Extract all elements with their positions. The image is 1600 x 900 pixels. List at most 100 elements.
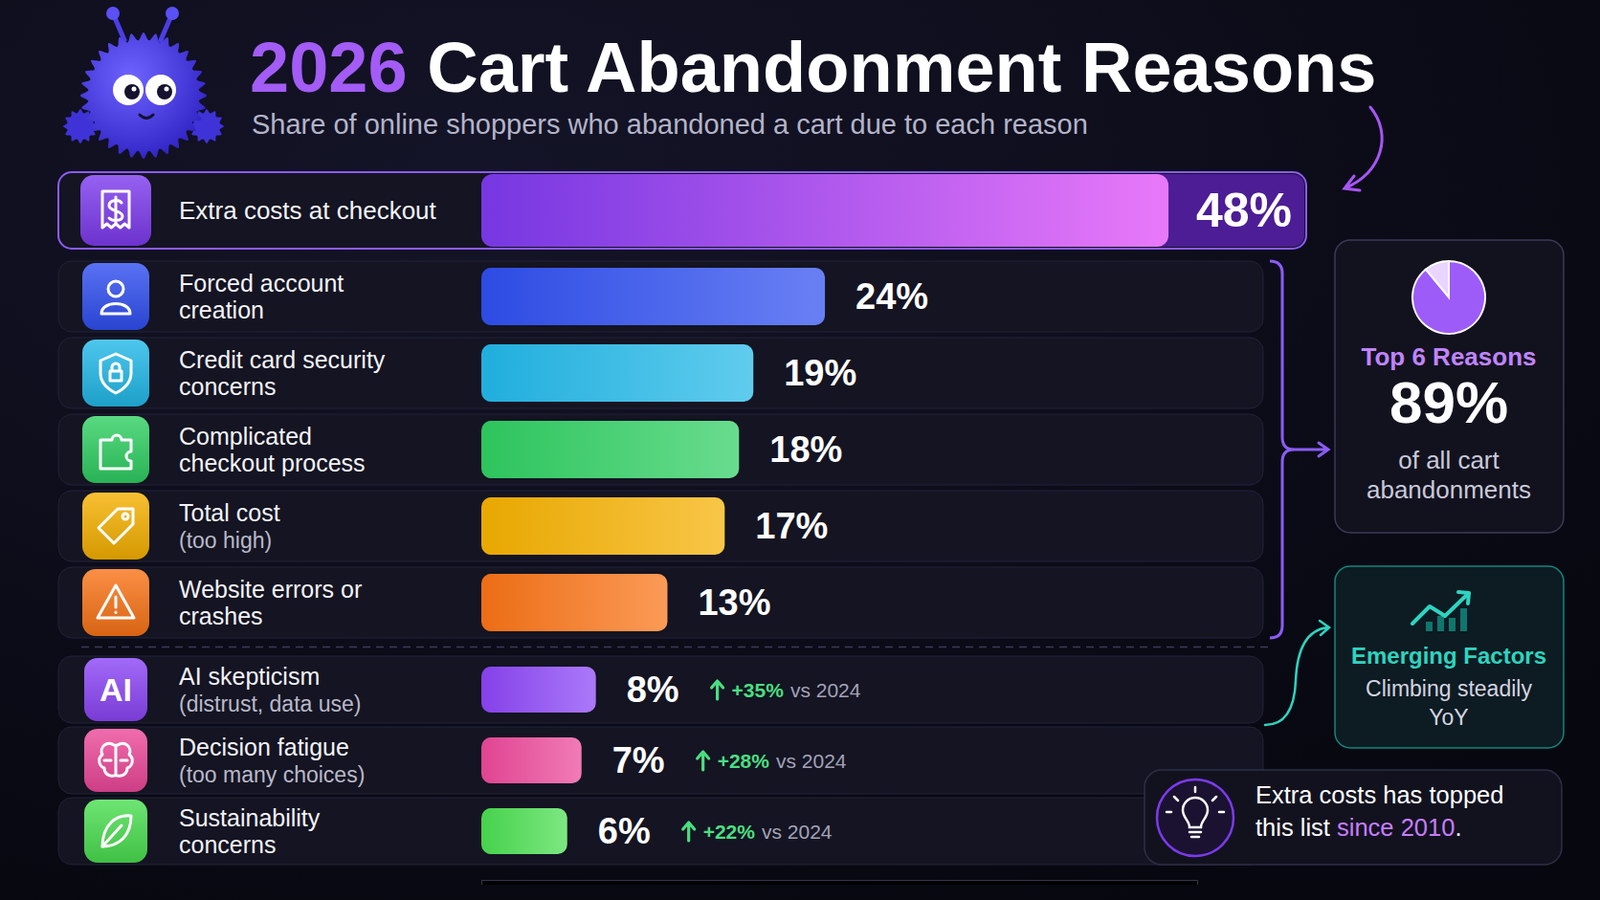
icon-glyph — [108, 281, 124, 297]
panel-text: of all cartabandonments — [1366, 445, 1532, 505]
value-label: 24% — [855, 276, 929, 317]
value-label: 17% — [755, 506, 828, 547]
icon — [84, 800, 148, 864]
chart: 2026 Cart Abandonment ReasonsShare of on… — [0, 0, 1600, 900]
category-label-line: Extra costs at checkout — [178, 196, 438, 225]
category-label: Forced accountcreation — [178, 269, 344, 324]
value-label: 48% — [1196, 183, 1292, 238]
category-label: Sustainabilityconcerns — [178, 804, 321, 859]
icon-glyph — [104, 759, 128, 763]
bar — [481, 737, 582, 784]
category-label-line: (distrust, data use) — [178, 691, 361, 717]
icon-tile — [82, 492, 150, 560]
x-axis — [482, 880, 1199, 886]
icon-tile — [82, 339, 150, 407]
yoy-arrow — [711, 681, 724, 700]
yoy-label: +28% — [717, 750, 771, 773]
trend-bar — [1460, 608, 1467, 632]
category-label-line: Credit card security — [178, 346, 386, 374]
bulb-icon — [1156, 779, 1234, 857]
icon-glyph — [122, 513, 129, 520]
trend-icon — [1412, 592, 1469, 632]
tick-mark — [481, 880, 483, 886]
note-line: Extra costs has topped — [1255, 781, 1504, 809]
panel-text-line: abandonments — [1366, 475, 1532, 505]
panel-title: Emerging Factors — [1351, 643, 1547, 669]
trend-bar — [1425, 622, 1433, 632]
icon-glyph — [109, 197, 123, 223]
panel-text-line: Climbing steadily — [1365, 676, 1533, 702]
icon — [80, 175, 152, 246]
trend-line — [1412, 592, 1469, 624]
separator — [81, 646, 1273, 649]
icon-glyph — [114, 597, 118, 614]
note-text: 2010 — [1394, 814, 1456, 842]
icon-label: AI — [99, 671, 133, 709]
icon-tile — [82, 263, 150, 331]
icon — [82, 492, 150, 560]
icon-glyph — [101, 304, 131, 315]
icon-tile — [82, 569, 150, 637]
bracket-arrow — [1293, 443, 1329, 457]
value-label: 7% — [612, 740, 666, 781]
category-label-line: crashes — [178, 602, 264, 630]
category-label: Website errors orcrashes — [178, 576, 362, 630]
bracket — [1269, 261, 1294, 639]
yoy-label: +35% — [732, 679, 785, 702]
mascot-glint — [132, 87, 137, 92]
category-label-line: (too many choices) — [178, 762, 365, 788]
subtitle: Share of online shoppers who abandoned a… — [251, 109, 1089, 140]
trend-bar — [1448, 618, 1456, 632]
icon-glyph — [97, 585, 134, 619]
note-text: costs — [1312, 781, 1378, 809]
mascot-eye — [145, 74, 177, 106]
category-label-line: AI skepticism — [178, 663, 320, 690]
tick-mark — [1197, 880, 1199, 886]
mascot-pupil — [156, 84, 173, 100]
panel-text-line: YoY — [1428, 705, 1468, 731]
row-background — [58, 261, 1264, 333]
pie-icon — [1412, 261, 1486, 334]
category-label-line: Total cost — [178, 499, 281, 527]
panel-text-line: of all cart — [1398, 445, 1500, 475]
icon-tile — [84, 729, 148, 793]
category-label-line: creation — [178, 296, 265, 324]
row-background — [58, 727, 1264, 795]
note-text: since — [1330, 814, 1395, 842]
mascot-eye — [112, 74, 144, 106]
value-label: 13% — [697, 582, 771, 623]
icon-glyph — [110, 363, 122, 381]
note-text: list — [1293, 814, 1331, 842]
icon-glyph — [102, 825, 122, 847]
category-label-line: Decision fatigue — [178, 733, 350, 761]
pie-slice — [1412, 261, 1486, 334]
bulb-ring — [1156, 779, 1234, 857]
bar — [481, 344, 754, 402]
title: 2026 Cart Abandonment Reasons — [249, 27, 1377, 108]
yoy-arrow — [683, 822, 695, 842]
icon-tile — [82, 416, 150, 484]
category-label-line: Sustainability — [178, 804, 321, 832]
bar — [481, 574, 667, 632]
yoy-arrow — [697, 752, 710, 771]
panel-value: 89% — [1389, 369, 1509, 436]
note-panel — [1144, 770, 1562, 866]
category-label-line: concerns — [178, 373, 276, 400]
icon-glyph — [114, 745, 118, 777]
category-label: Extra costs at checkout — [178, 196, 438, 225]
trend-bar — [1437, 616, 1445, 632]
bar — [481, 174, 1169, 247]
pointer-arrow — [1344, 107, 1382, 191]
category-label-line: Website errors or — [178, 576, 362, 603]
mascot-glint — [164, 87, 170, 92]
tick — [1197, 880, 1199, 886]
title-rest: Cart Abandonment Reasons — [407, 27, 1378, 108]
note-text: topped — [1422, 781, 1504, 809]
mascot-smile — [139, 114, 154, 119]
category-label: Total cost(too high) — [178, 499, 281, 554]
bar — [481, 497, 725, 556]
category-label: Credit card securityconcerns — [178, 346, 386, 400]
panel-title: Top 6 Reasons — [1360, 342, 1536, 372]
row-background — [58, 337, 1264, 409]
bar — [481, 421, 739, 479]
